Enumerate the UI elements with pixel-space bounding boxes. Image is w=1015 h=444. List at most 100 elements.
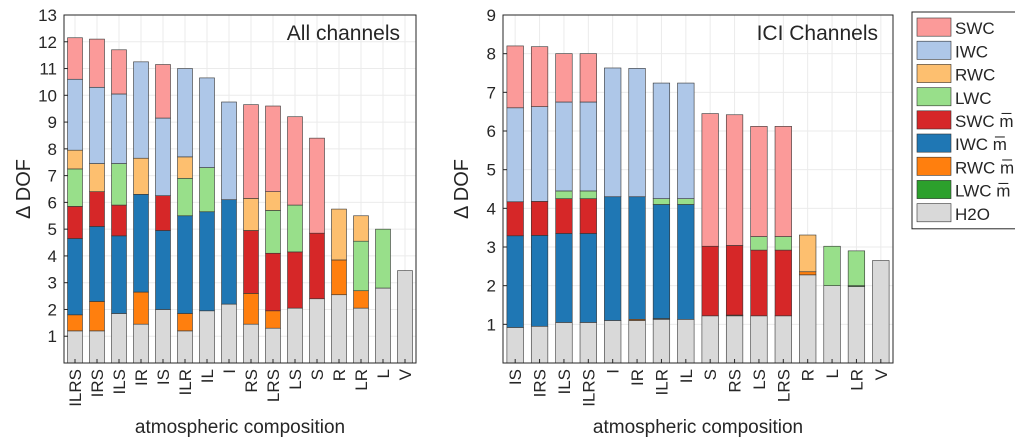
x-tick-label: IR [628, 369, 647, 386]
x-tick-label: R [330, 369, 349, 381]
bar-segment-swc-m [579, 198, 597, 234]
bar-segment-h2o [265, 327, 281, 364]
legend-swatch-lwc [916, 87, 952, 107]
bar-segment-iwc-m [155, 230, 171, 310]
bar-segment-swc-m [265, 252, 281, 312]
bar-segment-rwc [331, 208, 347, 261]
y-tick-label: 4 [487, 199, 496, 218]
bar-segment-h2o [725, 315, 744, 364]
y-tick-label: 13 [38, 6, 57, 25]
bar-segment-iwc-m [221, 199, 237, 305]
legend-label-iwc-m: IWC m̅ [955, 135, 1007, 154]
bar-segment-swc [701, 113, 719, 247]
y-tick-label: 6 [48, 193, 57, 212]
bar-segment-h2o [243, 323, 259, 364]
legend-swatch-rwc [916, 64, 952, 83]
bar-segment-iwc-m [628, 196, 646, 320]
legend-swatch-h2o [916, 203, 952, 223]
bar-segment-iwc-m [506, 235, 524, 328]
y-tick-label: 5 [48, 220, 57, 239]
bar-segment-iwc [677, 82, 695, 199]
bar-segment-swc-m [111, 204, 127, 237]
bar-segment-rwc [177, 156, 193, 179]
bar-segment-rwc-m [177, 313, 193, 332]
x-tick-label: L [823, 369, 842, 378]
bar-segment-iwc-m [555, 233, 573, 323]
bar-segment-lwc [555, 190, 573, 199]
x-tick-label: IS [506, 369, 525, 385]
bar-segment-rwc-m [243, 293, 259, 325]
legend-label-iwc: IWC [955, 42, 988, 61]
chart-title: ICI Channels [757, 22, 878, 45]
x-tick-label: S [308, 369, 327, 380]
bar-segment-swc [265, 105, 281, 192]
bar-segment-swc-m [155, 195, 171, 231]
bar-segment-lwc [677, 198, 695, 205]
x-tick-label: LRS [774, 369, 793, 402]
bar-segment-rwc-m [799, 271, 817, 276]
legend-label-rwc: RWC [955, 66, 995, 85]
bar-segment-h2o [67, 330, 83, 364]
y-tick-label: 5 [487, 161, 496, 180]
bar-segment-h2o [799, 274, 817, 364]
bar-segment-swc [530, 46, 549, 107]
bar-segment-rwc [799, 234, 817, 273]
bar-segment-rwc-m [89, 301, 105, 332]
y-tick-label: 8 [487, 45, 496, 64]
bar-segment-swc-m [530, 201, 549, 236]
bar-segment-iwc [652, 82, 671, 199]
bar-segment-rwc [353, 215, 369, 242]
bar-segment-h2o [872, 260, 890, 364]
bar-segment-iwc-m [199, 211, 215, 312]
bar-segment-lwc [847, 250, 866, 286]
x-tick-label: I [220, 369, 239, 374]
legend-swatch-swc-m [916, 110, 952, 130]
x-tick-label: RS [242, 369, 261, 393]
bar-segment-swc-m [89, 191, 105, 227]
bar-segment-lwc [199, 167, 215, 213]
chart-title: All channels [287, 22, 400, 45]
legend-swatch-rwc-m [916, 156, 952, 176]
x-tick-label: ILR [176, 369, 195, 395]
y-tick-label: 1 [487, 315, 496, 334]
legend-label-swc-m: SWC m̅ [955, 112, 1014, 131]
bar-segment-iwc [89, 86, 105, 164]
legend-label-h2o: H2O [955, 205, 990, 224]
bar-segment-lwc [774, 236, 792, 251]
bar-segment-h2o [750, 315, 768, 364]
y-tick-label: 8 [48, 140, 57, 159]
y-axis-label: Δ DOF [13, 159, 35, 219]
bar-segment-swc-m [243, 230, 259, 294]
bar-segment-lwc [823, 245, 841, 286]
x-tick-label: L [374, 369, 393, 378]
bar-segment-h2o [309, 298, 325, 364]
bar-segment-swc [725, 114, 744, 246]
x-tick-label: ILS [110, 369, 129, 395]
bar-segment-rwc-m [265, 310, 281, 329]
bar-segment-rwc [265, 191, 281, 211]
bar-segment-rwc [133, 157, 149, 195]
y-tick-label: 6 [487, 122, 496, 141]
y-tick-label: 12 [38, 33, 57, 52]
bar-segment-h2o [652, 319, 671, 364]
bar-segment-swc-m [67, 206, 83, 239]
x-tick-label: LS [286, 369, 305, 390]
bar-segment-h2o [287, 307, 303, 364]
x-tick-label: LRS [264, 369, 283, 402]
bar-segment-iwc [133, 61, 149, 159]
legend-label-lwc: LWC [955, 89, 992, 108]
y-tick-label: 11 [39, 60, 57, 79]
bar-segment-lwc [287, 204, 303, 253]
x-tick-label: R [799, 369, 818, 381]
legend-label-lwc-m: LWC m̅ [955, 182, 1010, 201]
x-axis-label: atmospheric composition [593, 417, 803, 438]
bar-segment-h2o [555, 322, 573, 364]
bar-segment-h2o [677, 319, 695, 364]
bar-segment-rwc-m [67, 314, 83, 332]
bar-segment-swc [506, 45, 524, 109]
bar-segment-h2o [199, 310, 215, 364]
bar-segment-iwc-m [133, 194, 149, 293]
y-tick-label: 7 [48, 167, 57, 186]
